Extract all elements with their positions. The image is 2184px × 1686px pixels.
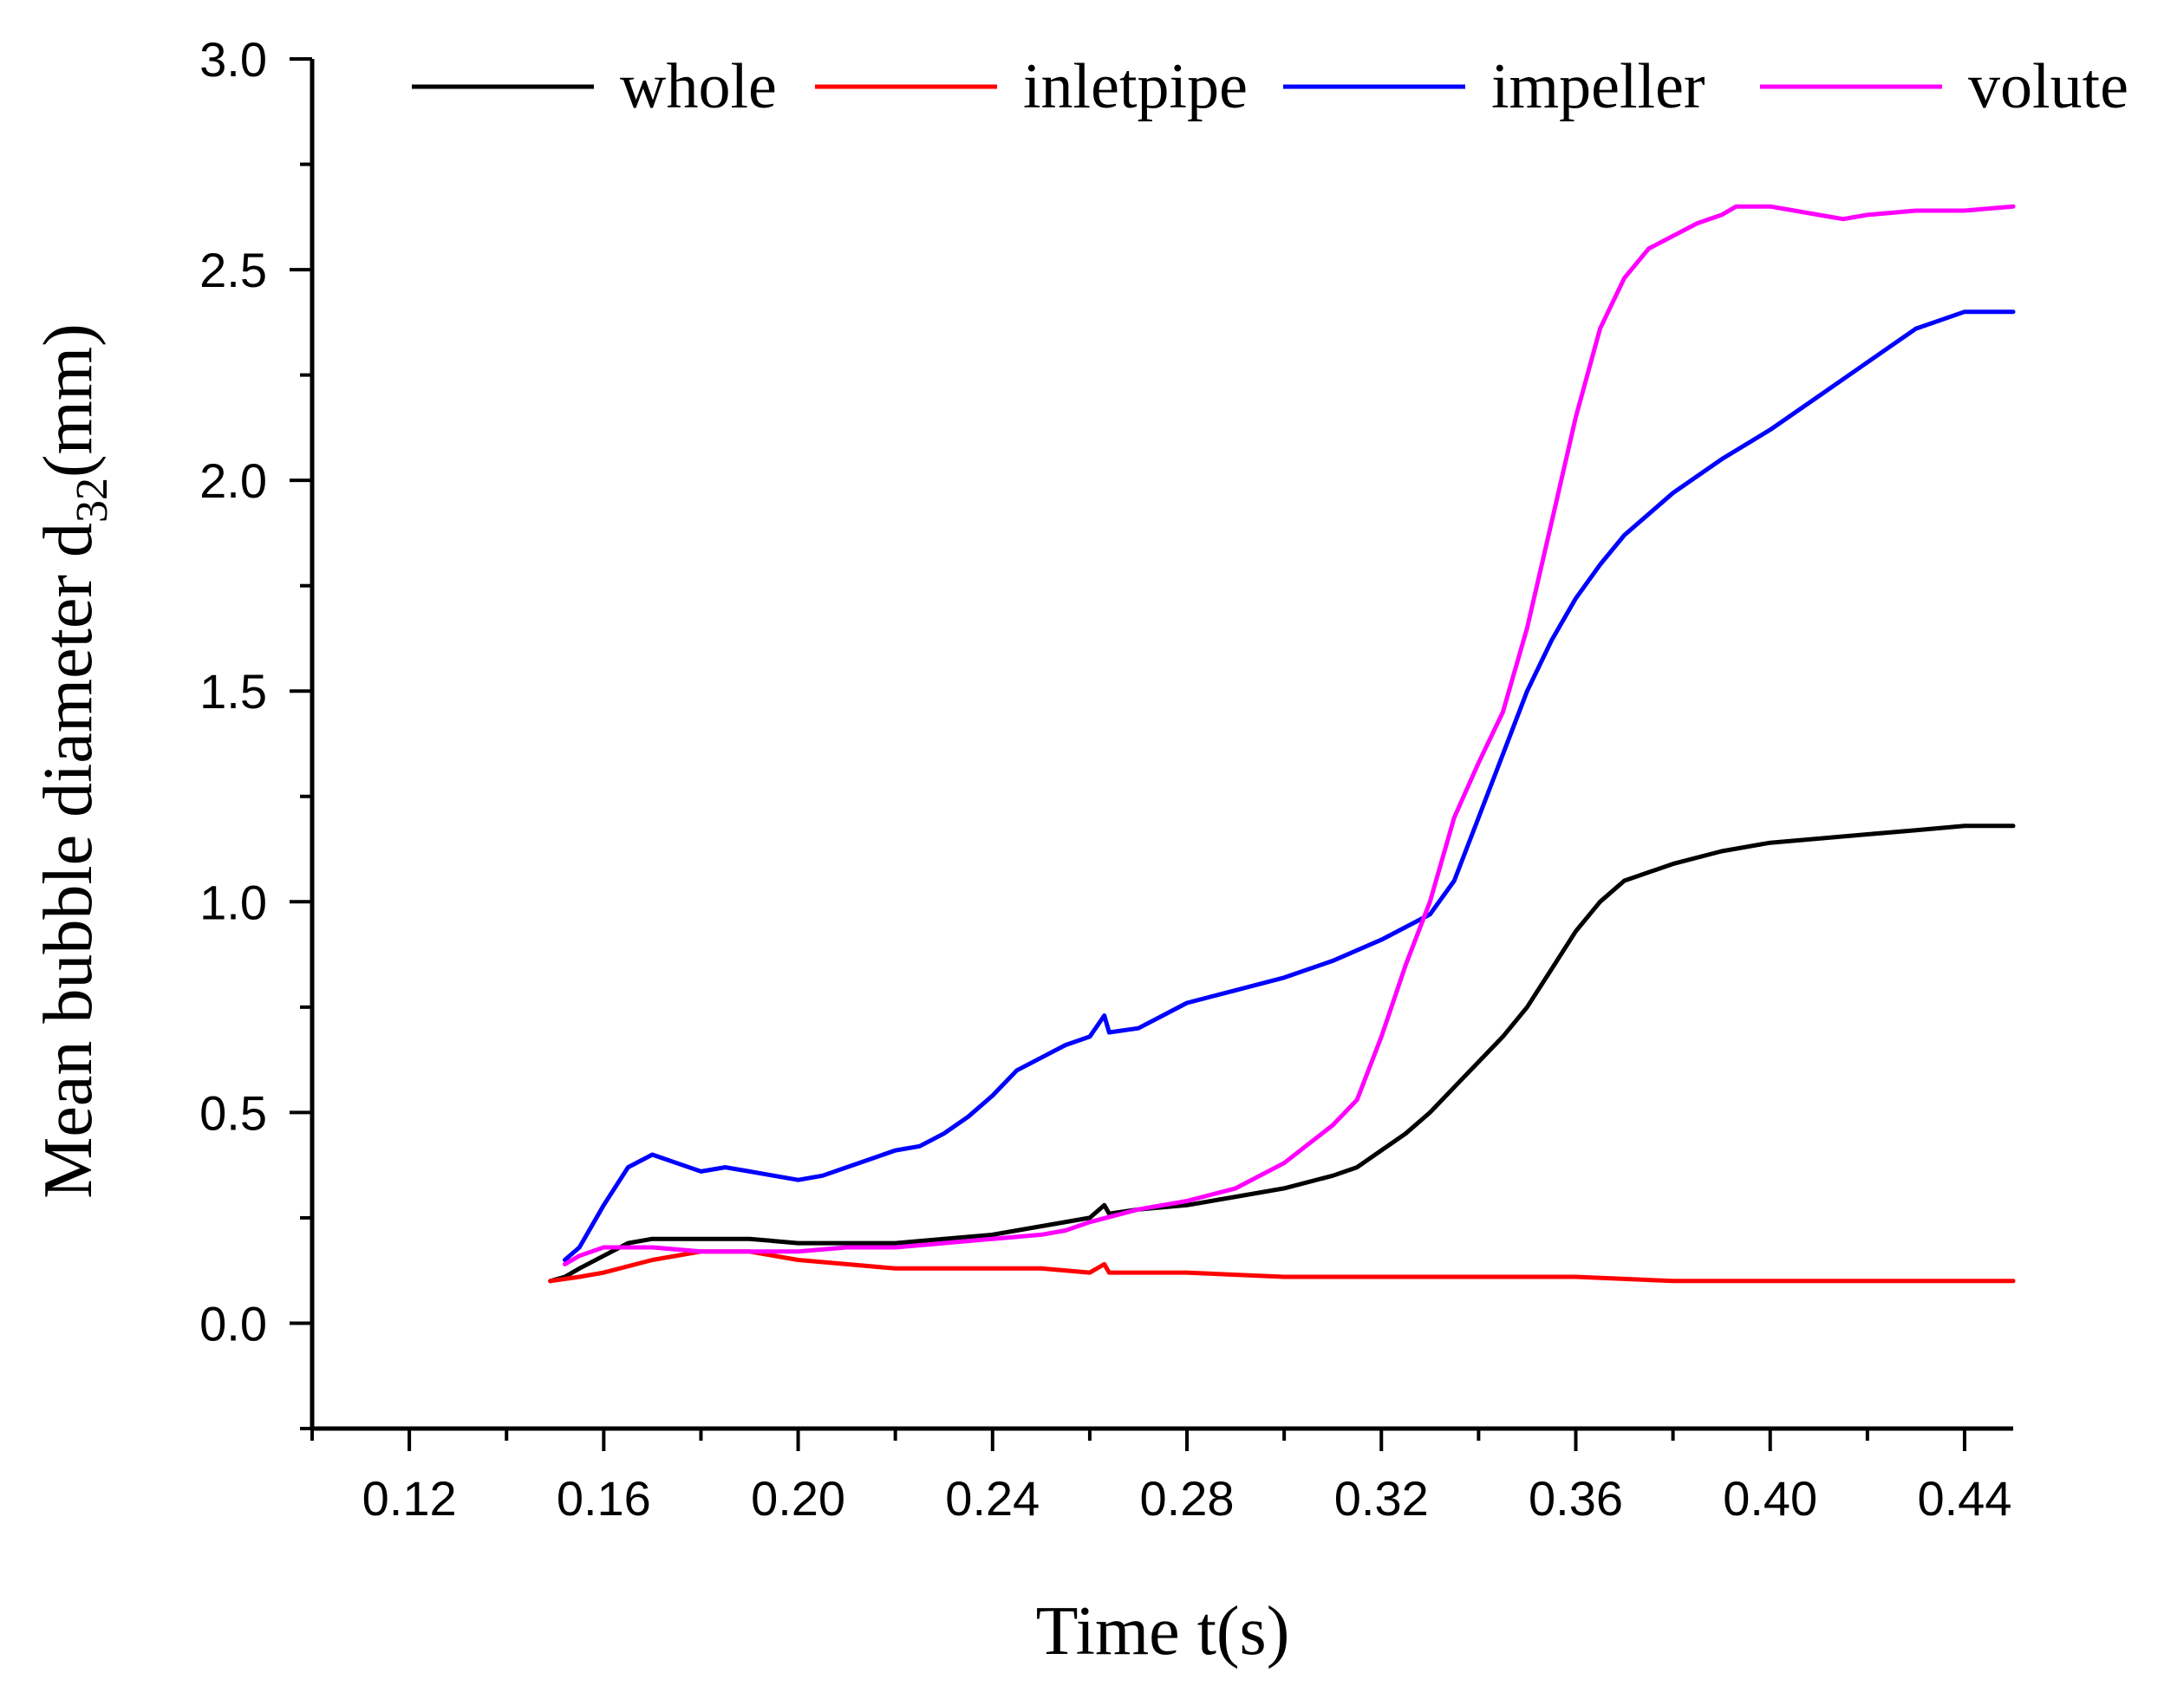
y-axis-title-unit: (mm) xyxy=(30,323,107,478)
y-tick-label: 2.0 xyxy=(199,453,267,508)
legend-label-whole: whole xyxy=(620,51,777,122)
y-tick-label: 2.5 xyxy=(199,243,267,297)
x-tick-label: 0.28 xyxy=(1140,1471,1235,1526)
legend-label-impeller: impeller xyxy=(1491,51,1705,122)
series-line-whole xyxy=(548,823,2016,1284)
y-tick-label: 1.5 xyxy=(199,664,267,719)
series-line-volute xyxy=(563,204,2016,1266)
x-tick-label: 0.24 xyxy=(945,1471,1040,1526)
y-axis-title-main: Mean bubble diameter d xyxy=(30,523,107,1199)
y-tick-label: 1.0 xyxy=(199,875,267,929)
legend-label-volute: volute xyxy=(1968,51,2129,122)
series-line-impeller xyxy=(563,309,2016,1262)
x-tick-label: 0.40 xyxy=(1723,1471,1817,1526)
x-axis-title: Time t(s) xyxy=(1036,1593,1290,1670)
x-tick-label: 0.44 xyxy=(1917,1471,2011,1526)
series-line-inletpipe xyxy=(548,1249,2016,1284)
series-lines xyxy=(548,204,2016,1284)
y-axis-ticks: 0.0 0.5 1.0 1.5 2.0 2.5 3.0 xyxy=(199,32,312,1430)
y-tick-label: 0.0 xyxy=(199,1296,267,1351)
y-axis-title: Mean bubble diameter d32(mm) xyxy=(30,323,117,1198)
legend-label-inletpipe: inletpipe xyxy=(1023,51,1248,122)
legend: whole inletpipe impeller volute xyxy=(412,51,2129,122)
y-tick-label: 3.0 xyxy=(199,32,267,87)
y-tick-label: 0.5 xyxy=(199,1085,267,1140)
y-axis-title-subscript: 32 xyxy=(68,478,117,523)
x-axis-ticks: 0.12 0.16 0.20 0.24 0.28 0.32 0.36 0.40 0.44 xyxy=(310,1429,2011,1526)
x-tick-label: 0.16 xyxy=(557,1471,651,1526)
x-tick-label: 0.20 xyxy=(751,1471,845,1526)
x-tick-label: 0.12 xyxy=(362,1471,457,1526)
x-tick-label: 0.36 xyxy=(1529,1471,1623,1526)
plot-frame xyxy=(310,59,2013,1431)
x-tick-label: 0.32 xyxy=(1334,1471,1429,1526)
